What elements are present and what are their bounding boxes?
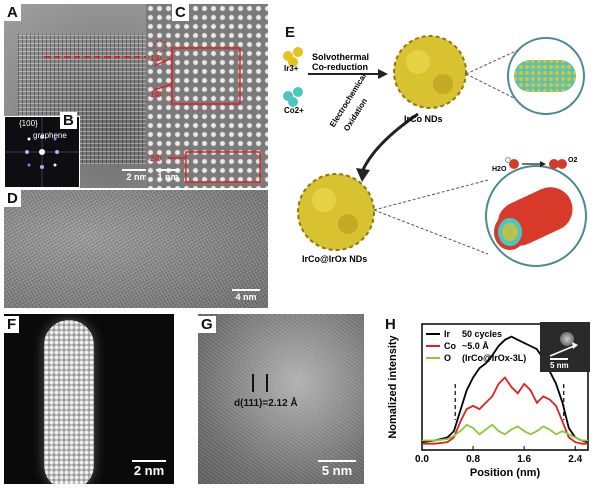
x-tick-label: 1.6 [517,454,531,465]
x-tick-label: 2.4 [568,454,582,465]
scale-bar-f: 2 nm [132,460,166,478]
x-axis-label: Position (nm) [470,467,541,479]
ir-ion-cluster [283,47,303,67]
marker-1-1: 1① [150,54,162,63]
o2-label: O2 [568,157,578,164]
series-line-o [422,423,588,442]
fft-spots [5,117,79,187]
legend-note: ~5.0 Å [462,341,489,351]
inset-arrow [549,342,578,357]
legend-note: 50 cycles [462,329,502,339]
panel-label-h: H [382,316,399,333]
h2o-label: H2O [492,166,507,173]
panel-label-a: A [4,4,21,21]
marker-2-1: 2① [150,154,162,163]
panel-e-schematic: E Ir3+ Co2+ Solvothermal Co-reduction El… [278,4,596,308]
legend-note: (IrCo@IrOx-3L) [462,353,526,363]
legend-entry: O [444,353,451,363]
ircoirox-nds-particle [297,173,375,251]
scale-bar-d: 4 nm [232,289,260,302]
panel-label-d: D [4,190,21,207]
arrow-oxidation [360,112,419,173]
panel-c-tem-image: 1① 1② 2① 1 nm [146,4,268,188]
series-line-co [422,376,588,445]
core-shell-nanowire [494,187,573,250]
fft-miller-index: {100} [19,119,38,128]
irco-nds-particle [393,35,467,109]
scale-text: 1 nm [157,172,179,182]
alloy-nanowire [514,60,576,92]
panel-d-tem-image: 4 nm [4,190,268,308]
lattice-fringe-marker [252,374,268,392]
step1-label-line2: Co-reduction [312,62,368,72]
panel-label-f: F [4,316,20,333]
series-line-ir [421,335,589,443]
line-profile-chart: 0.0 0.8 1.6 2.4 Position (nm) Nomalized inten… [387,323,589,479]
scale-text: 2 nm [133,463,165,478]
y-axis-label: Nomalized intensity [387,334,399,438]
step1-label-line1: Solvothermal [312,52,370,62]
x-tick-label: 0.0 [415,454,429,465]
scale-text: 5 nm [321,463,353,478]
panel-label-e: E [282,24,299,41]
scale-text: 2 nm [126,172,148,182]
panel-label-g: G [198,316,216,333]
region-markers [153,39,261,183]
scale-bar-g: 5 nm [318,460,356,478]
co-ion-label: Co2+ [284,106,304,115]
lattice-spacing-annotation: d(111)=2.12 Å [234,398,298,409]
graphene-label: graphene [33,131,67,140]
scale-text: 4 nm [235,292,257,302]
irco-nds-label: IrCo NDs [404,114,443,124]
panel-f-haadf-image: 2 nm [4,314,174,484]
synthesis-schematic [283,35,587,267]
ir-ion-label: Ir3+ [284,64,299,73]
scale-bar-a: 2 nm [122,169,152,182]
scale-text: 5 nm [550,361,569,370]
water-molecule [505,157,519,169]
nanowire-bright [44,320,94,484]
scale-bar-h-inset: 5 nm [550,358,569,370]
inset-bright-spot [560,332,574,346]
oxygen-molecule [549,159,567,169]
ircoirox-nds-label: IrCo@IrOx NDs [302,254,368,264]
panel-label-b: B [60,112,77,129]
co-ion-cluster [283,87,303,107]
legend-entry: Ir [444,329,451,339]
panel-label-c: C [172,4,189,21]
x-tick-label: 0.8 [466,454,480,465]
chart-inset-image: 5 nm [540,322,590,372]
marker-1-2: 1② [150,90,162,99]
legend-entry: Co [444,341,456,351]
plot-frame [421,323,589,451]
panel-g-hrtem-image: d(111)=2.12 Å 5 nm [198,314,364,484]
scale-bar-c: 1 nm [156,169,180,182]
measurement-line [44,56,160,58]
